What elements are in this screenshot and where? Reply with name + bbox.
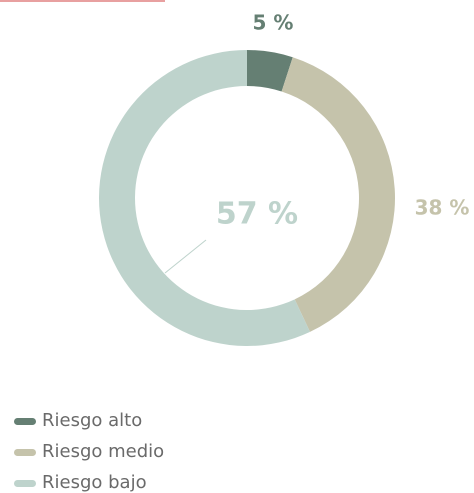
- legend-swatch: [14, 480, 36, 487]
- legend-swatch: [14, 418, 36, 425]
- leader-line: [164, 239, 207, 274]
- donut-segment: [99, 50, 311, 346]
- value-label: 57 %: [216, 197, 298, 232]
- legend-label: Riesgo alto: [42, 410, 142, 431]
- legend-swatch: [14, 449, 36, 456]
- legend-label: Riesgo bajo: [42, 472, 147, 493]
- value-label: 38 %: [415, 196, 470, 220]
- value-label: 5 %: [253, 11, 294, 35]
- donut-segment: [281, 57, 396, 332]
- legend-label: Riesgo medio: [42, 441, 164, 462]
- donut-segment: [247, 50, 293, 92]
